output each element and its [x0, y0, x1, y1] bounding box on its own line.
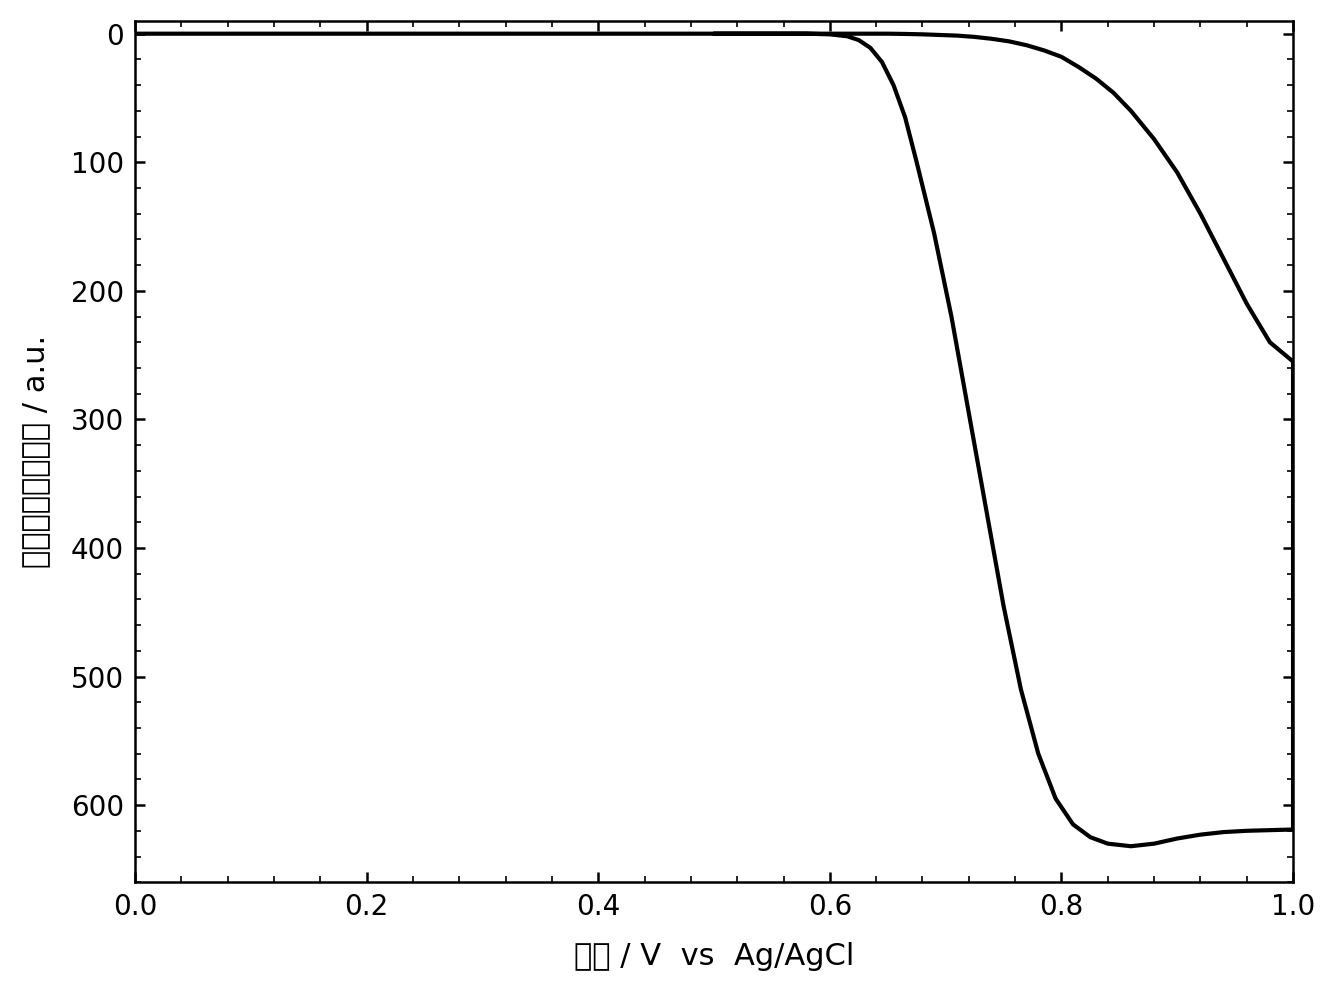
Y-axis label: 电致化学发光强度 / a.u.: 电致化学发光强度 / a.u. — [21, 335, 49, 568]
X-axis label: 电位 / V  vs  Ag/AgCl: 电位 / V vs Ag/AgCl — [574, 942, 854, 971]
